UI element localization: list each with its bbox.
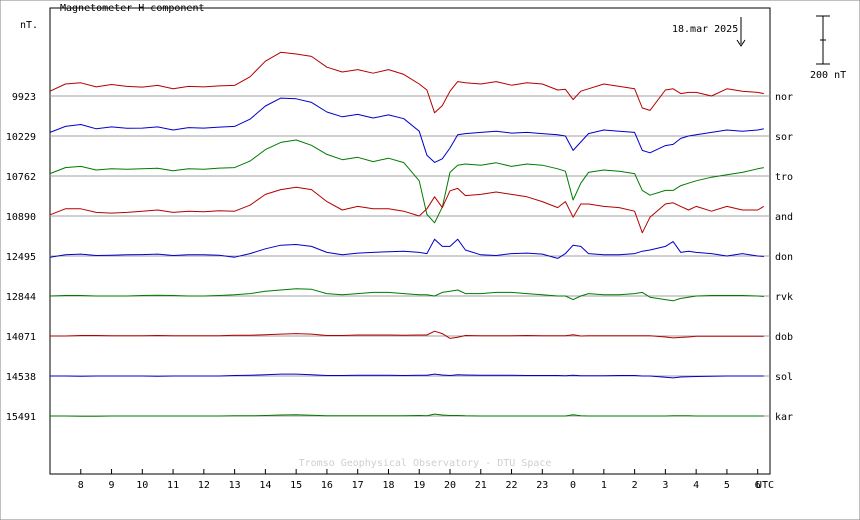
x-tick-label-14: 22: [506, 480, 518, 491]
baseline-label-kar: 15491: [6, 412, 36, 423]
station-label-and: and: [775, 212, 793, 223]
x-tick-label-12: 20: [444, 480, 456, 491]
station-label-nor: nor: [775, 92, 793, 103]
x-tick-label-2: 10: [136, 480, 148, 491]
station-labels: nor sor tro and don rvk dob sol kar: [775, 92, 793, 423]
series-line-sor: [49, 97, 764, 163]
station-label-sor: sor: [775, 132, 793, 143]
station-label-don: don: [775, 252, 793, 263]
plot-frame: [49, 7, 771, 475]
x-tick-label-11: 19: [413, 480, 425, 491]
baseline-label-rvk: 12844: [6, 292, 36, 303]
x-tick-label-15: 23: [536, 480, 548, 491]
x-unit-label: UTC: [756, 480, 774, 491]
x-tick-label-8: 16: [321, 480, 333, 491]
x-tick-label-16: 0: [570, 480, 576, 491]
y-unit-label: nT.: [20, 20, 38, 31]
series-line-rvk: [49, 288, 764, 302]
station-label-rvk: rvk: [775, 292, 793, 303]
baseline-label-sol: 14538: [6, 372, 36, 383]
x-tick-label-1: 9: [109, 480, 115, 491]
x-tick-label-0: 8: [78, 480, 84, 491]
baseline-label-don: 12495: [6, 252, 36, 263]
station-label-tro: tro: [775, 172, 793, 183]
series-line-tro: [49, 139, 764, 224]
x-tick-label-4: 12: [198, 480, 210, 491]
x-tick-label-7: 15: [290, 480, 302, 491]
baseline-label-and: 10890: [6, 212, 36, 223]
scale-bar-label: 200 nT: [810, 70, 846, 81]
x-tick-label-6: 14: [259, 480, 271, 491]
baseline-label-sor: 10229: [6, 132, 36, 143]
series-lines: [49, 51, 765, 417]
x-tick-label-19: 3: [662, 480, 668, 491]
x-ticks: 8 9 10 11 12 13 14 15 16 17 18 19 20 21 22 23 0 1 2 3 4 5 6: [78, 469, 761, 491]
series-line-dob: [50, 330, 764, 339]
x-tick-label-10: 18: [382, 480, 394, 491]
x-tick-label-20: 4: [693, 480, 699, 491]
baseline-value-labels: 9923 10229 10762 10890 12495 12844 14071 14538 1…: [6, 92, 36, 423]
station-label-dob: dob: [775, 332, 793, 343]
date-label: 18.mar 2025: [672, 24, 738, 35]
x-tick-label-13: 21: [475, 480, 487, 491]
station-label-sol: sol: [775, 372, 793, 383]
x-tick-label-17: 1: [601, 480, 607, 491]
scale-bar-icon: [816, 15, 830, 65]
series-line-kar: [50, 413, 764, 417]
baseline-label-tro: 10762: [6, 172, 36, 183]
x-tick-label-21: 5: [724, 480, 730, 491]
series-line-don: [49, 238, 764, 259]
station-label-kar: kar: [775, 412, 793, 423]
date-arrow-icon: [736, 17, 746, 47]
baseline-label-dob: 14071: [6, 332, 36, 343]
series-line-sol: [50, 373, 764, 379]
x-tick-label-9: 17: [352, 480, 364, 491]
series-line-and: [49, 186, 765, 234]
x-tick-label-22: 6: [755, 480, 761, 491]
x-tick-label-3: 11: [167, 480, 179, 491]
chart-title: Magnetometer H component: [60, 3, 205, 14]
baseline-label-nor: 9923: [12, 92, 36, 103]
x-tick-label-5: 13: [229, 480, 241, 491]
x-tick-label-18: 2: [632, 480, 638, 491]
credit-text: Tromso Geophysical Observatory - DTU Spa…: [299, 458, 552, 469]
series-line-nor: [49, 51, 764, 114]
